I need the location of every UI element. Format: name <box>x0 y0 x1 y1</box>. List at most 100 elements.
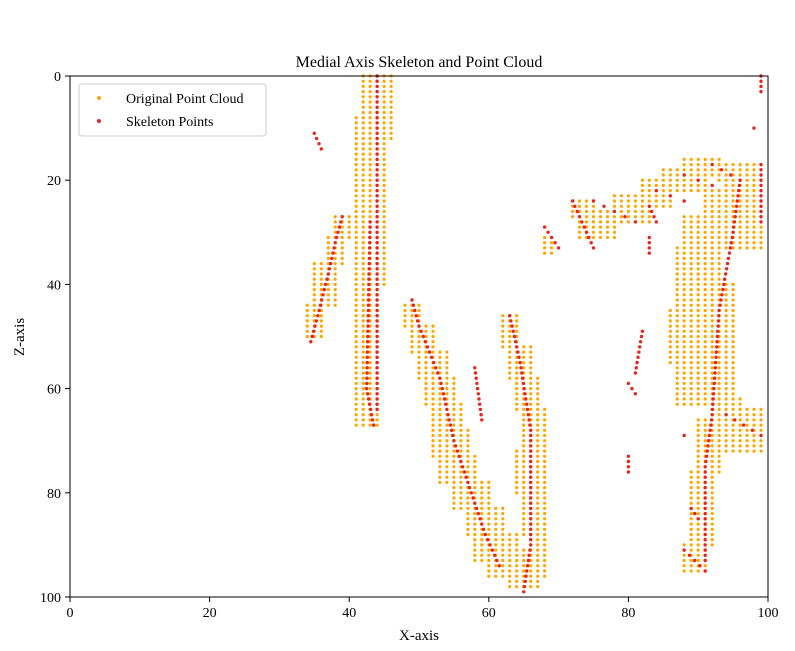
point-cloud-marker <box>717 407 721 411</box>
point-cloud-marker <box>417 308 421 313</box>
point-cloud-marker <box>333 282 337 286</box>
skeleton-point-marker <box>375 308 379 313</box>
point-cloud-marker <box>459 423 463 427</box>
point-cloud-marker <box>536 522 540 526</box>
skeleton-point-marker <box>703 548 707 552</box>
point-cloud-marker <box>501 527 505 531</box>
point-cloud-marker <box>354 407 358 411</box>
skeleton-point-marker <box>759 79 763 83</box>
point-cloud-marker <box>675 314 679 318</box>
point-cloud-marker <box>508 564 512 568</box>
point-cloud-marker <box>452 402 456 406</box>
point-cloud-marker <box>361 147 365 151</box>
point-cloud-marker <box>508 548 512 552</box>
skeleton-point-marker <box>759 204 763 208</box>
point-cloud-marker <box>724 439 728 443</box>
point-cloud-marker <box>717 220 721 224</box>
point-cloud-marker <box>710 256 714 260</box>
skeleton-point-marker <box>365 381 369 386</box>
point-cloud-marker <box>508 340 512 344</box>
skeleton-point-marker <box>316 314 320 318</box>
point-cloud-marker <box>696 444 700 448</box>
skeleton-point-marker <box>720 293 724 297</box>
point-cloud-marker <box>731 345 735 349</box>
point-cloud-marker <box>731 376 735 380</box>
point-cloud-marker <box>361 387 365 391</box>
point-cloud-marker <box>626 204 631 208</box>
point-cloud-marker <box>529 387 533 391</box>
point-cloud-marker <box>689 277 693 281</box>
point-cloud-marker <box>368 418 372 422</box>
point-cloud-marker <box>417 303 421 307</box>
point-cloud-marker <box>661 194 665 198</box>
skeleton-point-marker <box>318 303 323 307</box>
point-cloud-marker <box>731 340 735 344</box>
point-cloud-marker <box>703 314 707 318</box>
point-cloud-marker <box>501 340 505 344</box>
point-cloud-marker <box>745 449 749 453</box>
skeleton-point-marker <box>713 360 718 365</box>
point-cloud-marker <box>731 413 735 417</box>
point-cloud-marker <box>696 543 700 547</box>
point-cloud-marker <box>354 194 358 198</box>
point-cloud-marker <box>584 215 589 219</box>
point-cloud-marker <box>689 402 693 406</box>
point-cloud-marker <box>724 418 728 422</box>
point-cloud-marker <box>452 387 456 391</box>
skeleton-point-marker <box>529 517 533 521</box>
skeleton-point-marker <box>529 491 533 495</box>
point-cloud-marker <box>703 272 707 276</box>
point-cloud-marker <box>536 423 540 427</box>
point-cloud-marker <box>445 475 449 479</box>
skeleton-point-marker <box>518 360 522 365</box>
point-cloud-marker <box>543 428 547 432</box>
point-cloud-marker <box>361 350 365 354</box>
point-cloud-marker <box>487 527 491 531</box>
point-cloud-marker <box>522 418 526 422</box>
point-cloud-marker <box>487 548 491 552</box>
point-cloud-marker <box>612 220 617 224</box>
point-cloud-marker <box>717 251 721 255</box>
point-cloud-marker <box>696 334 700 339</box>
point-cloud-marker <box>452 475 456 479</box>
point-cloud-marker <box>305 308 309 313</box>
point-cloud-marker <box>452 381 456 385</box>
point-cloud-marker <box>480 480 484 484</box>
point-cloud-marker <box>759 407 763 411</box>
point-cloud-marker <box>354 413 358 417</box>
point-cloud-marker <box>389 110 393 115</box>
point-cloud-marker <box>424 350 428 354</box>
point-cloud-marker <box>717 454 721 458</box>
point-cloud-marker <box>431 418 435 422</box>
skeleton-point-marker <box>520 376 525 380</box>
point-cloud-marker <box>361 381 365 385</box>
point-cloud-marker <box>522 527 526 531</box>
skeleton-point-marker <box>623 215 627 219</box>
point-cloud-marker <box>368 79 372 83</box>
point-cloud-marker <box>647 183 651 187</box>
point-cloud-marker <box>717 392 721 396</box>
point-cloud-marker <box>696 183 700 187</box>
point-cloud-marker <box>710 371 714 375</box>
point-cloud-marker <box>361 308 365 313</box>
point-cloud-marker <box>703 298 707 302</box>
point-cloud-marker <box>543 522 547 526</box>
skeleton-point-marker <box>375 381 379 386</box>
skeleton-point-marker <box>639 334 644 339</box>
skeleton-point-marker <box>375 225 379 229</box>
point-cloud-marker <box>724 350 728 354</box>
point-cloud-marker <box>689 324 693 328</box>
point-cloud-marker <box>445 350 449 354</box>
point-cloud-marker <box>473 553 477 557</box>
point-cloud-marker <box>431 350 435 354</box>
point-cloud-marker <box>536 569 540 573</box>
point-cloud-marker <box>724 194 728 198</box>
point-cloud-marker <box>508 334 512 339</box>
skeleton-point-marker <box>364 386 369 391</box>
skeleton-point-marker <box>375 84 379 89</box>
skeleton-point-marker <box>759 173 763 177</box>
skeleton-point-marker <box>375 282 379 287</box>
point-cloud-marker <box>668 314 672 318</box>
skeleton-point-marker <box>375 287 379 292</box>
point-cloud-marker <box>354 256 358 260</box>
